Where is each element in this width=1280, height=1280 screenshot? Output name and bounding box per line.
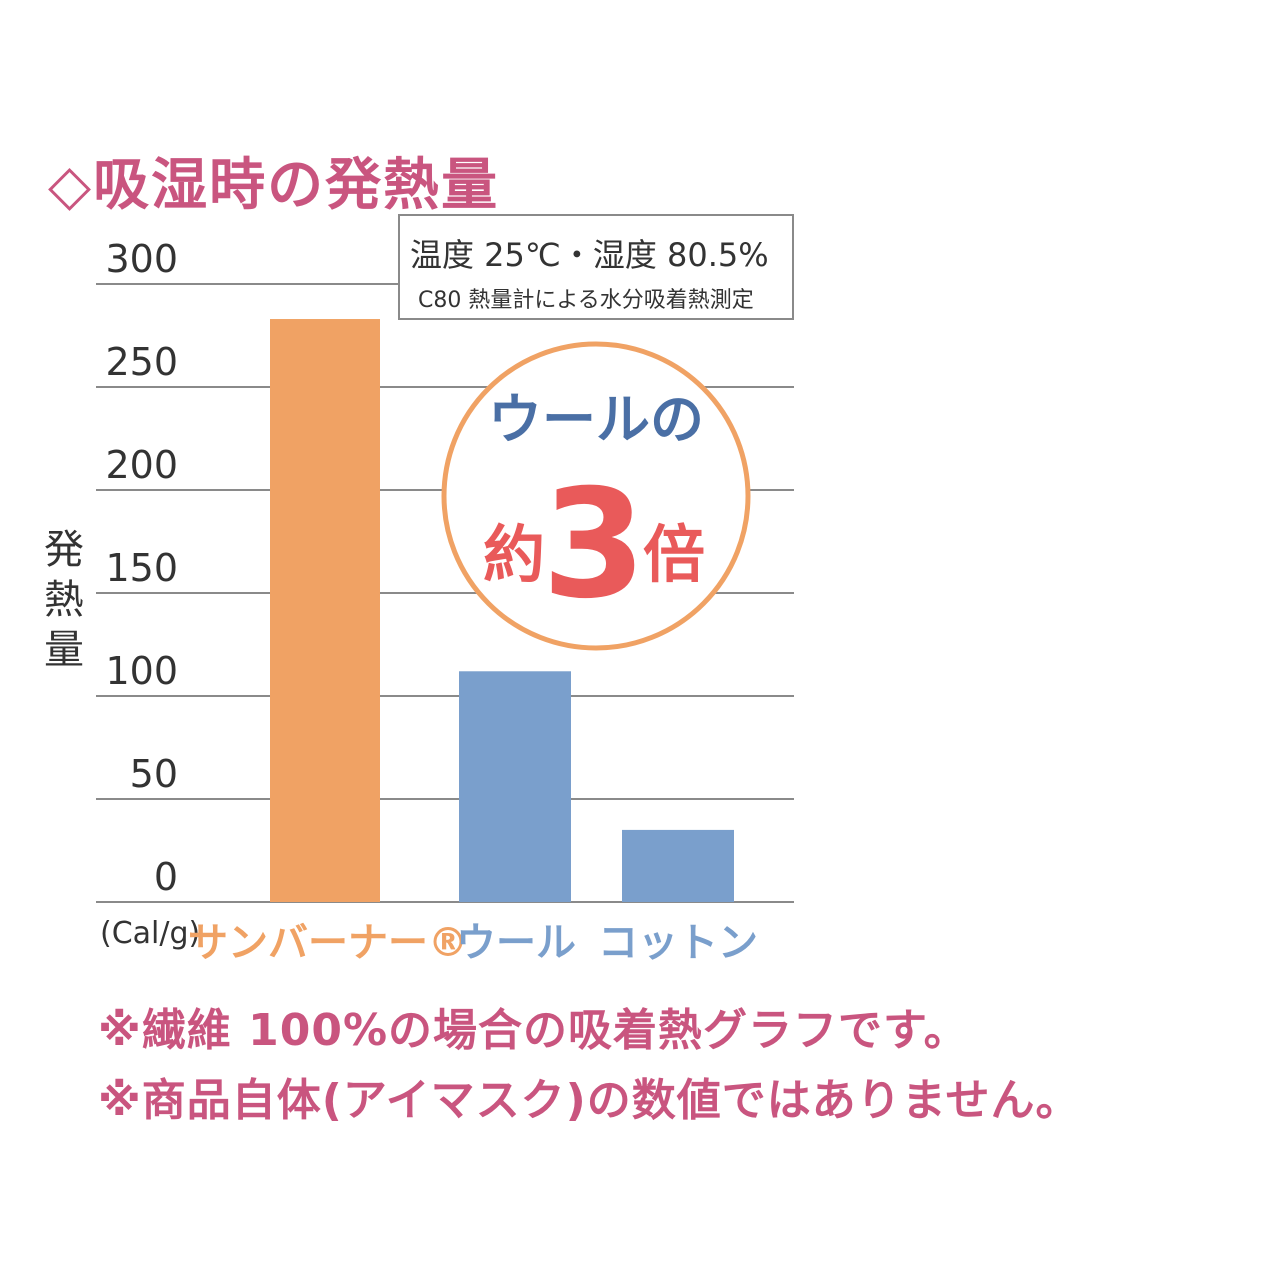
note-1: ※繊維 100%の場合の吸着熱グラフです。: [98, 1005, 969, 1056]
conditions-line-1: 温度 25℃・湿度 80.5%: [410, 236, 769, 274]
conditions-box: 温度 25℃・湿度 80.5% C80 熱量計による水分吸着熱測定: [398, 214, 794, 320]
y-tick-label: 100: [105, 649, 178, 693]
tick-layer: 0 50 100 150 200 250 300: [105, 237, 178, 899]
callout-circle: [441, 341, 751, 651]
callout-number: 3: [542, 458, 646, 632]
y-tick-label: 200: [105, 443, 178, 487]
note-2: ※商品自体(アイマスク)の数値ではありません。: [98, 1075, 1081, 1126]
bar: [459, 671, 571, 902]
y-tick-label: 50: [130, 752, 178, 796]
bar-layer: [270, 319, 734, 902]
chart-title: ◇吸湿時の発熱量: [48, 153, 500, 218]
bar: [622, 829, 734, 902]
x-tick-label: コットン: [598, 920, 758, 966]
callout-right-text: 倍: [643, 518, 705, 591]
callout-top-text: ウールの: [488, 388, 704, 451]
y-tick-label: 0: [154, 855, 178, 899]
x-tick-label: ウール: [456, 920, 576, 966]
callout-left-text: 約: [483, 518, 545, 591]
y-tick-label: 300: [105, 237, 178, 281]
y-tick-label: 250: [105, 340, 178, 384]
bar: [270, 319, 380, 902]
y-axis-label: 発熱量: [44, 527, 84, 673]
unit-label: (Cal/g): [100, 916, 201, 951]
conditions-line-2: C80 熱量計による水分吸着熱測定: [418, 288, 754, 313]
y-tick-label: 150: [105, 546, 178, 590]
x-tick-label: サンバーナー®: [188, 920, 468, 966]
